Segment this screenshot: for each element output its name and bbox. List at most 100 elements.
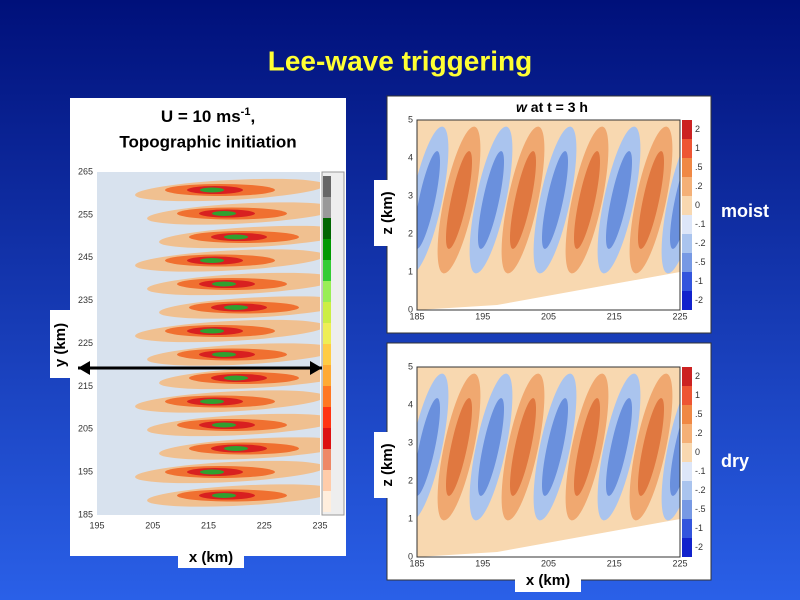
swatch	[323, 260, 331, 281]
x-tick-label: 195	[89, 520, 104, 530]
swatch	[323, 470, 331, 491]
colorbar-swatch	[682, 253, 692, 272]
swatch	[323, 386, 331, 407]
colorbar-swatch	[682, 367, 692, 386]
swatch	[323, 344, 331, 365]
cell	[637, 398, 665, 496]
x-tick-label: 215	[607, 311, 622, 321]
colorbar-tick-label: 2	[695, 124, 700, 134]
colorbar-swatch	[682, 177, 692, 196]
swatch	[323, 197, 331, 218]
streak-core	[224, 446, 248, 451]
colorbar-swatch	[682, 481, 692, 500]
terrain	[417, 519, 680, 557]
streak-core	[200, 469, 224, 475]
swatch	[323, 302, 331, 323]
cell	[573, 398, 601, 496]
colorbar-tick-label: -.1	[695, 219, 706, 229]
y-tick-label: 185	[78, 509, 93, 519]
cell	[605, 398, 633, 496]
slide-title: Lee-wave triggering	[268, 45, 533, 76]
colorbar-swatches	[323, 176, 331, 512]
panel-title: w at t = 3 h	[516, 99, 588, 115]
colorbar-swatch	[682, 234, 692, 253]
field	[417, 373, 680, 557]
x-tick-label: 235	[312, 520, 327, 530]
y-tick-label: 265	[78, 166, 93, 176]
cell	[445, 151, 473, 249]
colorbar-tick-label: -.5	[695, 257, 706, 267]
label-box	[515, 570, 581, 592]
label-box	[374, 180, 398, 246]
colorbar-swatch	[682, 405, 692, 424]
y-tick-label: 2	[408, 228, 413, 238]
cell	[509, 151, 537, 249]
y-tick-label: 4	[408, 152, 413, 162]
terrain	[417, 272, 680, 310]
streak-core	[224, 305, 248, 310]
swatch	[323, 407, 331, 428]
colorbar-swatch	[682, 272, 692, 291]
y-axis-label: z (km)	[379, 443, 396, 486]
swatch	[323, 491, 331, 512]
cell	[541, 151, 569, 249]
colorbar-tick-label: 1	[695, 390, 700, 400]
colorbar-swatch	[682, 538, 692, 557]
colorbar-swatch	[682, 139, 692, 158]
x-tick-label: 205	[145, 520, 160, 530]
side-label: moist	[721, 201, 769, 221]
side-label: dry	[721, 451, 749, 471]
plot-frame	[416, 366, 681, 558]
y-tick-label: 205	[78, 424, 93, 434]
cell	[477, 151, 505, 249]
y-tick-label: 225	[78, 338, 93, 348]
streak-core	[212, 211, 236, 216]
streak-core	[200, 399, 224, 404]
y-tick-label: 4	[408, 399, 413, 409]
colorbar-tick-label: .2	[695, 428, 703, 438]
y-tick-label: 215	[78, 381, 93, 391]
colorbar-tick-label: -.2	[695, 238, 706, 248]
colorbar-swatch	[682, 500, 692, 519]
y-tick-label: 195	[78, 467, 93, 477]
title-comma: ,	[250, 107, 255, 126]
colorbar-swatch	[682, 196, 692, 215]
x-tick-label: 225	[672, 311, 687, 321]
colorbar-swatch	[682, 443, 692, 462]
cell	[477, 398, 505, 496]
colorbar-tick-label: -1	[695, 276, 703, 286]
colorbar-swatch	[682, 519, 692, 538]
colorbar-swatch	[682, 386, 692, 405]
x-tick-label: 185	[409, 311, 424, 321]
title-var: w	[516, 99, 528, 115]
swatch	[323, 449, 331, 470]
cell	[541, 398, 569, 496]
y-tick-label: 3	[408, 190, 413, 200]
streak-core	[212, 422, 236, 428]
colorbar-swatch	[682, 120, 692, 139]
colorbar-tick-label: -.1	[695, 466, 706, 476]
y-axis-label: z (km)	[379, 191, 396, 234]
x-tick-label: 195	[475, 558, 490, 568]
cell	[637, 151, 665, 249]
colorbar-tick-label: -1	[695, 523, 703, 533]
cell	[509, 398, 537, 496]
y-tick-label: 3	[408, 437, 413, 447]
colorbar-tick-label: .5	[695, 162, 703, 172]
swatch	[323, 323, 331, 344]
colorbar-tick-label: .2	[695, 181, 703, 191]
cell	[669, 151, 680, 249]
y-axis-label: y (km)	[52, 323, 69, 367]
cell	[573, 151, 601, 249]
y-tick-label: 235	[78, 295, 93, 305]
streak-core	[200, 258, 224, 263]
y-tick-label: 5	[408, 361, 413, 371]
panel-title: U = 10 ms-1,	[161, 106, 255, 127]
y-tick-label: 255	[78, 209, 93, 219]
cell	[445, 398, 473, 496]
colorbar-tick-label: 2	[695, 371, 700, 381]
title-text: U = 10 ms	[161, 107, 241, 126]
colorbar-tick-label: -.2	[695, 485, 706, 495]
